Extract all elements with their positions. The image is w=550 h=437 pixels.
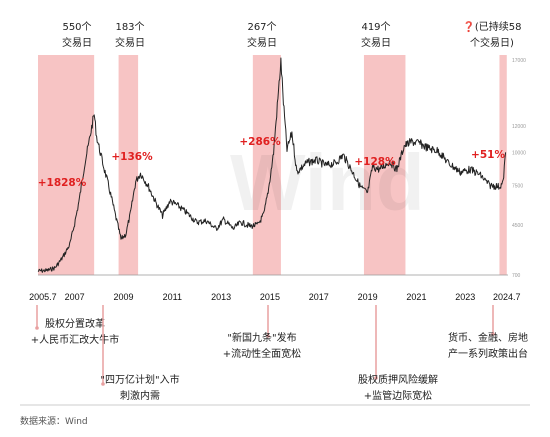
y-axis-ticks: 700 4500 7500 10000 12000 17000 — [512, 58, 526, 279]
x-axis-ticks: 2005.7 2007 2009 2011 2013 2015 2017 2019 2021 20… — [29, 292, 520, 302]
x-tick-label: 2019 — [358, 292, 378, 302]
gain-labels: +1828% +136% +286% +128% +51% — [38, 136, 506, 189]
watermark: Wind — [230, 138, 425, 227]
highlight-band — [499, 55, 507, 275]
source-note: 数据来源：Wind — [20, 415, 88, 427]
y-tick-label: 700 — [512, 273, 521, 279]
x-tick-label: 2009 — [113, 292, 133, 302]
highlight-band — [38, 55, 95, 275]
x-tick-label: 2007 — [65, 292, 85, 302]
x-tick-label: 2005.7 — [29, 292, 57, 302]
annotation-marker-dot — [266, 334, 270, 338]
annotation-marker-dot — [35, 326, 39, 330]
period-days-line2: 交易日 — [115, 36, 145, 49]
annotation-line2: +流动性全面宽松 — [223, 347, 301, 360]
gain-label: +136% — [111, 151, 153, 163]
annotation-line1: 股权分置改革 — [45, 317, 105, 330]
series-line — [37, 57, 507, 273]
period-days-line2: 交易日 — [247, 36, 277, 49]
annotation-line2: +人民币汇改大牛市 — [31, 333, 119, 346]
y-tick-label: 12000 — [512, 124, 526, 130]
period-days-line2: 交易日 — [361, 36, 391, 49]
gain-label: +128% — [354, 156, 396, 168]
x-tick-label: 2024.7 — [493, 292, 521, 302]
x-tick-label: 2021 — [406, 292, 426, 302]
x-tick-label: 2023 — [455, 292, 475, 302]
x-tick-label: 2017 — [309, 292, 329, 302]
gain-label: +51% — [471, 149, 505, 161]
period-days-line1: 183个 — [115, 21, 144, 33]
annotation-marker-dot — [374, 376, 378, 380]
period-days-line1: 267个 — [247, 21, 276, 33]
gain-label: +286% — [239, 136, 281, 148]
annotation-line1: 股权质押风险缓解 — [358, 373, 438, 386]
y-tick-label: 4500 — [512, 223, 523, 229]
period-days-line1: 550个 — [62, 21, 91, 33]
highlight-band — [252, 55, 281, 275]
y-tick-label: 10000 — [512, 150, 526, 156]
y-tick-label: 7500 — [512, 183, 523, 189]
annotation-line1: 货币、金融、房地 — [448, 331, 528, 344]
annotation-marker-dot — [101, 382, 105, 386]
y-tick-label: 17000 — [512, 58, 526, 64]
period-days-line2: 个交易日) — [470, 36, 514, 49]
annotation-line2: 产一系列政策出台 — [448, 347, 528, 360]
period-days-line1: 419个 — [361, 21, 390, 33]
gain-label: +1828% — [38, 177, 87, 189]
x-tick-label: 2013 — [211, 292, 231, 302]
x-tick-label: 2015 — [260, 292, 280, 302]
annotation-line1: "四万亿计划"入市 — [100, 373, 179, 386]
x-tick-label: 2011 — [163, 292, 182, 302]
period-days-line1: ❓(已持续58 — [462, 20, 521, 33]
annotation-marker-dot — [491, 332, 495, 336]
highlight-band — [118, 55, 139, 275]
period-days-line2: 交易日 — [62, 36, 92, 49]
annotation-line1: "新国九条"发布 — [227, 331, 296, 344]
annotation-line2: 刺激内需 — [120, 389, 160, 402]
annotation-line2: +监管边际宽松 — [364, 389, 432, 402]
